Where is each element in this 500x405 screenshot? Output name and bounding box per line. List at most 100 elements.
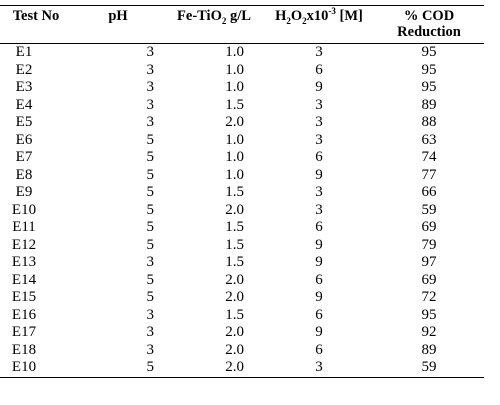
table-row: E1 3 1.0 3 95 (0, 44, 484, 62)
table-row: E8 5 1.0 9 77 (0, 167, 484, 185)
cell-ph: 5 (72, 359, 164, 378)
cell-cod-reduction: 95 (421, 44, 437, 60)
cell-fe-tio2: 1.0 (225, 166, 244, 183)
cell-cod-reduction: 77 (421, 166, 437, 183)
cell-h2o2: 9 (315, 289, 323, 305)
cell-fe-tio2: 1.5 (225, 96, 244, 113)
cell-h2o2: 9 (315, 236, 323, 253)
cell-cod-reduction: 59 (421, 201, 437, 218)
cell-test-no: E11 (12, 219, 36, 235)
cell-ph: 3 (146, 324, 155, 340)
cell-cod-reduction: 92 (421, 324, 437, 340)
cell-cod-reduction: 95 (421, 61, 437, 78)
cell-test-no: E18 (11, 341, 37, 358)
cell-h2o2: 3 (315, 184, 323, 200)
table-row: E5 3 2.0 3 88 (0, 114, 484, 132)
table-row: E17 3 2.0 9 92 (0, 324, 484, 342)
cell-test-no: E2 (15, 61, 33, 78)
cell-fe-tio2: 2.0 (164, 359, 264, 378)
header-ph: pH (72, 5, 164, 44)
cell-h2o2: 3 (315, 131, 323, 148)
cell-cod-reduction: 97 (421, 254, 437, 270)
cell-test-no: E4 (15, 96, 33, 113)
header-h2o2: H2O2x10-3 [M] (264, 5, 374, 44)
cell-test-no: E17 (11, 324, 37, 340)
table-row: E2 3 1.0 6 95 (0, 62, 484, 80)
cell-fe-tio2: 2.0 (225, 201, 244, 218)
table-row: E9 5 1.5 3 66 (0, 184, 484, 202)
cell-ph: 3 (146, 96, 155, 113)
cell-cod-reduction: 89 (421, 96, 437, 113)
table-row: E12 5 1.5 9 79 (0, 237, 484, 255)
table-row: E18 3 2.0 6 89 (0, 342, 484, 360)
cell-h2o2: 6 (315, 306, 323, 323)
cell-ph: 3 (146, 306, 155, 323)
cell-fe-tio2: 1.0 (225, 79, 244, 95)
cell-h2o2: 6 (315, 341, 323, 358)
cell-cod-reduction: 72 (421, 289, 437, 305)
cell-ph: 5 (146, 149, 155, 165)
table-row: E14 5 2.0 6 69 (0, 272, 484, 290)
cell-fe-tio2: 1.5 (225, 254, 244, 270)
cell-cod-reduction: 88 (421, 114, 437, 130)
cell-test-no: E14 (11, 271, 37, 288)
header-fe-tio2: Fe-TiO2 g/L (164, 5, 264, 44)
cell-test-no: E13 (11, 254, 37, 270)
cell-fe-tio2: 2.0 (225, 271, 244, 288)
cell-test-no: E10 (0, 359, 72, 378)
cell-ph: 5 (146, 166, 155, 183)
cell-h2o2: 3 (315, 201, 323, 218)
cell-ph: 5 (146, 184, 155, 200)
cell-fe-tio2: 2.0 (225, 289, 244, 305)
cell-h2o2: 9 (315, 79, 323, 95)
table-row: E10 5 2.0 3 59 (0, 359, 484, 378)
cell-fe-tio2: 1.0 (225, 131, 244, 148)
cell-fe-tio2: 1.0 (225, 149, 244, 165)
cell-fe-tio2: 2.0 (225, 341, 244, 358)
cell-cod-reduction: 95 (421, 306, 437, 323)
cell-h2o2: 3 (315, 96, 323, 113)
cell-test-no: E8 (15, 166, 33, 183)
header-cod-reduction: % COD Reduction (374, 5, 484, 44)
table-row: E11 5 1.5 6 69 (0, 219, 484, 237)
table-row: E6 5 1.0 3 63 (0, 132, 484, 150)
cell-ph: 3 (146, 61, 155, 78)
cell-test-no: E5 (15, 114, 33, 130)
cell-test-no: E3 (15, 79, 33, 95)
cell-fe-tio2: 1.5 (225, 184, 244, 200)
cell-cod-reduction: 89 (421, 341, 437, 358)
cell-cod-reduction: 69 (421, 271, 437, 288)
cell-ph: 5 (146, 271, 155, 288)
cell-ph: 3 (146, 254, 155, 270)
cell-cod-reduction: 95 (421, 79, 437, 95)
cell-cod-reduction: 74 (421, 149, 437, 165)
results-table-container: Test No pH Fe-TiO2 g/L H2O2x10-3 [M] % C… (0, 5, 484, 378)
table-row: E10 5 2.0 3 59 (0, 202, 484, 220)
cell-test-no: E10 (11, 201, 37, 218)
cell-cod-reduction: 59 (374, 359, 484, 378)
cell-fe-tio2: 2.0 (225, 324, 244, 340)
table-row: E4 3 1.5 3 89 (0, 97, 484, 115)
cell-cod-reduction: 79 (421, 236, 437, 253)
cell-h2o2: 6 (315, 149, 323, 165)
cell-test-no: E12 (11, 236, 37, 253)
cell-cod-reduction: 66 (421, 184, 437, 200)
cell-fe-tio2: 1.5 (225, 306, 244, 323)
table-row: E13 3 1.5 9 97 (0, 254, 484, 272)
cell-h2o2: 9 (315, 254, 323, 270)
cell-ph: 5 (146, 289, 155, 305)
cell-h2o2: 9 (315, 324, 323, 340)
cell-cod-reduction: 63 (421, 131, 437, 148)
cell-fe-tio2: 1.0 (225, 44, 244, 60)
cell-h2o2: 6 (315, 219, 323, 235)
cell-ph: 5 (146, 131, 155, 148)
cell-fe-tio2: 1.0 (225, 61, 244, 78)
cell-h2o2: 6 (315, 271, 323, 288)
cell-h2o2: 9 (315, 166, 323, 183)
cell-ph: 5 (146, 236, 155, 253)
cell-ph: 3 (146, 44, 155, 60)
header-test-no: Test No (0, 5, 72, 44)
cell-ph: 3 (146, 341, 155, 358)
cell-h2o2: 6 (315, 61, 323, 78)
cell-h2o2: 3 (315, 44, 323, 60)
